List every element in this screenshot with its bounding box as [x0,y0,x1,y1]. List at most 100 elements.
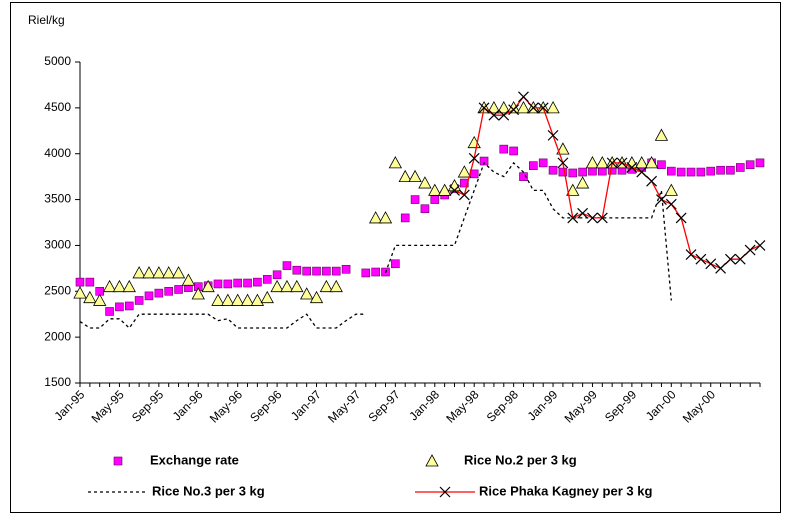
data-point [428,183,442,196]
data-point [164,286,173,296]
data-point [162,266,176,279]
data-point [368,211,383,224]
data-point [665,198,677,210]
data-point [479,156,489,166]
data-point [400,213,410,223]
data-point [595,156,609,169]
series-line [79,161,672,329]
data-point [270,279,284,293]
y-tick-label: 4000 [44,146,71,160]
data-point [745,160,755,170]
data-point [516,101,531,114]
data-point [250,293,265,306]
data-point [312,266,321,276]
data-point [675,212,687,224]
y-tick-label: 5000 [44,54,71,68]
data-point [299,287,314,300]
data-point [498,109,510,121]
y-tick-label: 3000 [44,238,71,252]
data-point [468,152,480,164]
data-point [449,184,460,196]
data-point [754,240,766,251]
data-point [547,129,559,141]
data-point [726,165,735,175]
data-point [319,279,334,293]
data-point [566,183,580,196]
data-point [112,279,127,293]
data-point [755,158,765,168]
data-point [657,160,666,170]
data-point [598,166,607,176]
y-tick-label: 2000 [44,329,71,343]
legend-marker [439,486,451,498]
data-point [105,307,114,316]
data-point [253,277,262,287]
data-point [548,165,558,175]
data-point [211,293,225,306]
data-point [567,212,579,224]
data-point [616,157,628,169]
data-point [725,253,736,265]
data-point [518,91,529,103]
legend-label: Rice No.2 per 3 kg [464,452,577,467]
data-point [398,169,412,183]
y-tick-label: 2500 [44,283,71,297]
data-point [509,146,518,156]
data-point [537,102,549,114]
data-point [341,264,351,274]
data-point [418,176,432,189]
data-point [181,273,196,286]
data-point [272,270,282,280]
y-axis-label: Riel/kg [28,13,65,27]
data-point [388,156,403,169]
data-point [437,183,452,196]
data-point [85,277,95,287]
data-point [292,265,302,275]
data-point [734,253,746,265]
data-point [715,262,727,274]
data-point [152,266,166,279]
data-point [260,290,274,304]
data-point [371,267,380,277]
data-point [134,296,144,305]
data-point [735,163,745,172]
data-point [716,165,725,175]
data-point [644,156,659,169]
data-point [124,301,134,311]
data-point [420,204,430,214]
data-point [575,176,590,189]
data-point [144,291,154,301]
data-point [458,189,470,201]
data-point [685,249,697,261]
data-point [706,166,716,176]
data-point [676,167,686,177]
data-point [558,167,568,177]
data-point [243,278,252,288]
data-point [221,293,235,306]
data-point [635,156,649,169]
data-point [378,211,393,224]
data-point [262,275,272,284]
data-point [578,167,587,177]
data-point [508,104,520,116]
data-point [191,287,205,300]
data-point [696,167,706,177]
data-point [331,266,341,276]
data-point [302,266,311,276]
data-point [585,156,600,169]
data-point [744,244,756,256]
data-point [391,259,400,269]
chart-frame [10,2,781,513]
data-point [309,290,324,304]
legend-label: Rice No.3 per 3 kg [152,483,265,498]
data-point [201,279,215,293]
data-point [556,142,570,155]
data-point [132,266,146,279]
data-point [654,128,669,141]
data-point [656,194,667,205]
data-point [546,101,560,114]
data-point [223,279,233,289]
data-point [646,175,658,187]
data-point [667,166,676,176]
